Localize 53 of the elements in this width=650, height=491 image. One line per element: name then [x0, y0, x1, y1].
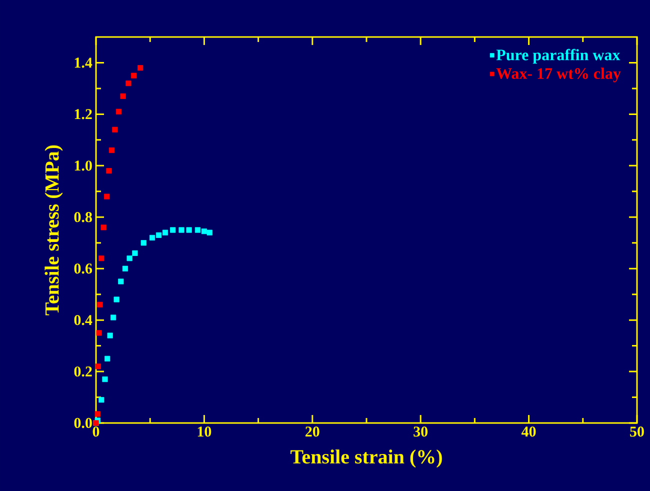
point — [140, 240, 146, 246]
point — [104, 356, 110, 362]
x-tick-label: 0 — [92, 426, 100, 437]
point — [102, 376, 108, 382]
point — [132, 250, 138, 256]
point — [116, 108, 122, 114]
point — [170, 227, 176, 233]
y-tick-label: 0.4 — [74, 314, 92, 326]
y-tick-label: 0.0 — [74, 418, 92, 428]
point — [95, 364, 101, 370]
y-axis-title: Tensile stress (MPa) — [44, 145, 63, 316]
point — [122, 266, 128, 272]
point — [110, 314, 116, 320]
point — [96, 330, 102, 336]
point — [149, 234, 156, 241]
point — [94, 411, 100, 417]
point — [112, 126, 118, 132]
x-tick-label: 50 — [630, 426, 644, 437]
point — [201, 228, 207, 234]
x-tick-label: 40 — [522, 426, 536, 437]
point — [114, 296, 120, 302]
y-tick-label: 0.2 — [74, 366, 92, 377]
point — [206, 230, 212, 236]
point — [131, 72, 137, 78]
point — [107, 332, 113, 338]
point — [118, 278, 124, 284]
point — [104, 194, 110, 200]
point — [97, 302, 103, 308]
point — [106, 168, 112, 174]
legend-label: Wax- 17 wt% clay — [496, 68, 621, 82]
x-tick-label: 30 — [414, 426, 428, 437]
point — [178, 227, 184, 233]
point — [98, 256, 104, 262]
x-tick-label: 20 — [306, 426, 320, 437]
y-tick-label: 0.6 — [74, 264, 92, 274]
point — [100, 224, 106, 230]
point — [156, 232, 162, 238]
x-axis-title: Tensile strain (%) — [290, 450, 442, 468]
y-tick-label: 0.8 — [74, 212, 92, 222]
point — [138, 65, 144, 71]
y-tick-label: 1.2 — [74, 109, 92, 120]
point — [194, 227, 201, 233]
point — [126, 80, 132, 86]
point — [162, 230, 168, 236]
x-tick-label: 10 — [198, 426, 212, 437]
point — [126, 256, 132, 262]
point — [186, 227, 192, 233]
legend-label: Pure paraffin wax — [496, 48, 620, 64]
y-tick-label: 1.0 — [74, 160, 92, 171]
point — [120, 93, 126, 99]
point — [98, 397, 104, 403]
y-tick-label: 1.4 — [74, 58, 92, 68]
point — [108, 147, 114, 154]
